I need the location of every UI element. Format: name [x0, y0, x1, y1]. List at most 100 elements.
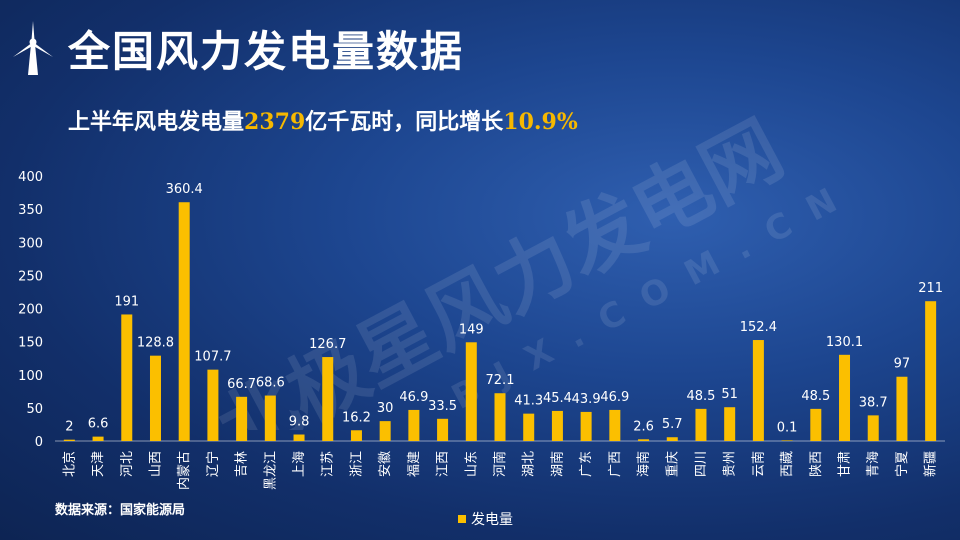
bar [121, 314, 133, 441]
bar [580, 411, 592, 441]
bar [839, 354, 851, 441]
data-label: 45.4 [543, 391, 572, 406]
bar [666, 437, 678, 441]
data-label: 30 [377, 401, 394, 416]
legend: 发电量 [458, 509, 513, 529]
x-tick-label: 甘肃 [838, 451, 853, 477]
bar [350, 430, 362, 441]
bar [551, 410, 563, 441]
x-tick-label: 河南 [492, 451, 508, 477]
bar [867, 415, 879, 441]
y-tick-label: 200 [18, 303, 43, 318]
data-label: 149 [459, 322, 484, 337]
data-label: 152.4 [740, 320, 777, 335]
bar [293, 434, 305, 441]
data-label: 6.6 [88, 417, 109, 432]
x-tick-label: 海南 [636, 451, 652, 477]
data-label: 68.6 [256, 376, 285, 391]
x-tick-label: 黑龙江 [263, 451, 278, 490]
x-tick-label: 贵州 [723, 451, 738, 477]
bar [236, 396, 248, 441]
y-tick-label: 350 [18, 203, 43, 218]
x-tick-label: 天津 [91, 451, 106, 477]
data-label: 72.1 [486, 373, 515, 388]
x-tick-label: 山西 [148, 451, 163, 477]
x-tick-label: 内蒙古 [176, 451, 192, 490]
y-tick-label: 300 [18, 236, 43, 251]
data-label: 126.7 [309, 337, 346, 352]
x-tick-label: 河北 [120, 451, 135, 477]
legend-label: 发电量 [471, 512, 513, 528]
bar [752, 340, 764, 441]
wind-turbine-icon [13, 21, 53, 75]
x-tick-label: 广西 [608, 451, 623, 477]
x-tick-label: 北京 [62, 451, 77, 477]
data-label: 16.2 [342, 410, 371, 425]
bar [465, 342, 477, 441]
data-label: 41.3 [514, 394, 543, 409]
bar [178, 202, 190, 441]
data-label: 51 [721, 387, 738, 402]
bar [638, 439, 650, 441]
bar [149, 355, 161, 441]
x-tick-label: 安徽 [378, 451, 393, 477]
x-axis: 北京 天津 河北 山西 内蒙古 辽宁 吉林 黑龙江 上海 江苏 浙江 安徽 福建 江西 山东 河南 湖北 湖南 广东… [62, 451, 938, 490]
bar [207, 369, 219, 441]
x-tick-label: 四川 [694, 451, 709, 477]
data-label: 38.7 [859, 395, 888, 410]
y-tick-label: 150 [18, 336, 43, 351]
x-tick-label: 宁夏 [894, 451, 910, 477]
x-tick-label: 重庆 [664, 451, 680, 477]
bar [724, 407, 736, 441]
page-title: 全国风力发电量数据 [68, 27, 465, 76]
bar [810, 408, 822, 441]
data-label: 191 [114, 294, 139, 309]
x-tick-label: 江西 [436, 451, 451, 477]
bar [63, 439, 75, 441]
x-tick-label: 陕西 [809, 451, 824, 477]
x-tick-label: 广东 [579, 451, 594, 477]
data-label: 2 [65, 420, 73, 435]
data-label: 46.9 [399, 390, 428, 405]
data-label: 360.4 [166, 182, 203, 197]
bar [925, 301, 937, 441]
x-tick-label: 福建 [407, 451, 422, 477]
x-tick-label: 湖北 [522, 451, 537, 477]
bar [609, 409, 621, 441]
bar [896, 376, 908, 441]
y-axis: 0 50 100 150 200 250 300 350 400 [18, 170, 43, 450]
data-label: 0.1 [777, 420, 798, 435]
data-label: 5.7 [662, 417, 683, 432]
legend-swatch [458, 515, 466, 523]
y-tick-label: 400 [18, 170, 43, 185]
data-label: 211 [918, 281, 943, 296]
page-subtitle: 上半年风电发电量2379亿千瓦时，同比增长10.9% [68, 104, 578, 136]
x-tick-label: 辽宁 [205, 451, 221, 477]
x-tick-label: 新疆 [923, 451, 939, 477]
bar [494, 393, 506, 441]
x-tick-label: 青海 [866, 451, 881, 477]
bar [379, 421, 391, 441]
bar [408, 409, 420, 441]
data-source: 数据来源：国家能源局 [55, 503, 186, 518]
x-tick-label: 吉林 [235, 451, 250, 477]
data-label: 130.1 [826, 335, 863, 350]
data-label: 97 [894, 357, 911, 372]
bar [781, 440, 793, 441]
x-tick-label: 山东 [464, 451, 479, 477]
x-tick-label: 云南 [750, 451, 766, 477]
x-tick-label: 上海 [292, 451, 307, 477]
data-label: 107.7 [194, 350, 231, 365]
bar [437, 418, 449, 441]
data-label: 66.7 [227, 377, 256, 392]
data-label: 46.9 [600, 390, 629, 405]
x-tick-label: 江苏 [320, 451, 336, 477]
x-tick-label: 湖南 [549, 451, 565, 477]
bar [322, 357, 334, 441]
data-label: 43.9 [572, 392, 601, 407]
data-label: 48.5 [801, 389, 830, 404]
data-labels: 2 6.6 191 128.8 360.4 107.7 66.7 68.6 9.8 126.7 16… [65, 182, 943, 435]
y-tick-label: 0 [35, 435, 43, 450]
subtitle-middle: 亿千瓦时，同比增长 [305, 110, 504, 135]
x-tick-label: 西藏 [780, 451, 795, 477]
